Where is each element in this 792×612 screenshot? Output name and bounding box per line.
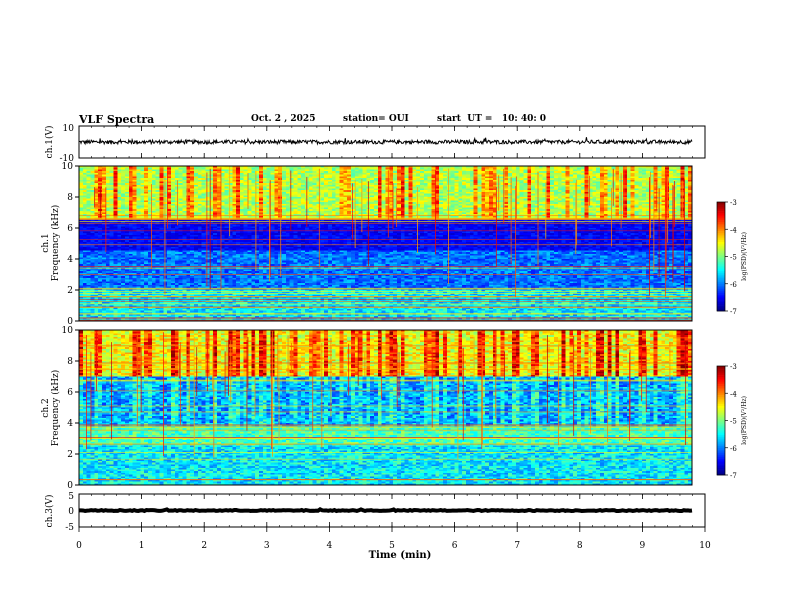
recording-date: Oct. 2 , 2025 — [251, 114, 315, 124]
ch3-ytick-top: 5 — [68, 492, 74, 502]
ch3-ytick-mid: 0 — [68, 507, 74, 517]
ch2-colorbar-tick--6: -6 — [730, 445, 737, 453]
ch2-colorbar-label: log(PSD)(V²/Hz) — [741, 396, 748, 445]
time-tick-2: 2 — [201, 541, 207, 551]
ch2-spectrogram-panel: 0 2 4 6 8 10 ch.2 Frequency (kHz) -3 -4 -5 -6 -7 l… — [41, 326, 748, 491]
time-tick-6: 6 — [452, 541, 458, 551]
start-time-label: start UT = 10: 40: 0 — [437, 114, 546, 124]
time-tick-3: 3 — [264, 541, 270, 551]
ch2-freq-ytick-2: 2 — [67, 450, 73, 460]
ch1-colorbar-tick--6: -6 — [730, 281, 737, 289]
ch2-freq-ylabel-bottom: Frequency (kHz) — [50, 370, 61, 447]
ch2-freq-ytick-10: 10 — [62, 326, 74, 336]
time-tick-8: 8 — [577, 541, 583, 551]
time-axis-label: Time (min) — [369, 550, 432, 561]
ch3-ytick-bottom: -5 — [65, 523, 74, 533]
ch1-freq-ytick-8: 8 — [67, 193, 73, 203]
ch1-freq-ylabel-top: ch.1 — [41, 233, 51, 252]
ch1-colorbar: -3 -4 -5 -6 -7 log(PSD)(V²/Hz) — [716, 199, 748, 316]
ch3-waveform-trace — [78, 507, 693, 514]
chart-title: VLF Spectra — [79, 113, 154, 126]
ch1-waveform-ylabel: ch.1(V) — [44, 126, 55, 159]
ch1-colorbar-tick--3: -3 — [730, 199, 737, 207]
time-axis: 0 1 2 3 4 5 6 7 8 9 10 — [76, 126, 711, 551]
ch1-ytick-top: 10 — [63, 124, 75, 134]
ch1-waveform-panel: 10 -10 ch.1(V) — [44, 124, 706, 164]
ch2-colorbar: -3 -4 -5 -6 -7 log(PSD)(V²/Hz) — [716, 363, 748, 480]
time-tick-1: 1 — [139, 541, 145, 551]
ch2-freq-ytick-8: 8 — [67, 357, 73, 367]
ch3-waveform-panel: 5 0 -5 ch.3(V) — [44, 492, 706, 533]
ch2-colorbar-tick--4: -4 — [730, 390, 737, 398]
ch1-colorbar-tick--5: -5 — [730, 254, 737, 262]
ch2-freq-ytick-6: 6 — [67, 388, 73, 398]
ch1-freq-ytick-0: 0 — [67, 317, 73, 327]
ch1-freq-ylabel-bottom: Frequency (kHz) — [50, 205, 61, 282]
ch2-freq-ylabel-top: ch.2 — [41, 398, 51, 417]
time-tick-9: 9 — [640, 541, 646, 551]
ch2-colorbar-tick--3: -3 — [730, 363, 737, 371]
time-tick-10: 10 — [699, 541, 711, 551]
time-tick-7: 7 — [514, 541, 520, 551]
ch1-colorbar-tick--4: -4 — [730, 226, 737, 234]
ch2-colorbar-tick--7: -7 — [730, 472, 737, 480]
ch1-colorbar-tick--7: -7 — [730, 308, 737, 316]
ch1-freq-ytick-6: 6 — [67, 224, 73, 234]
ch1-colorbar-label: log(PSD)(V²/Hz) — [741, 232, 748, 281]
ch3-waveform-ylabel: ch.3(V) — [44, 495, 55, 528]
ch2-freq-ytick-0: 0 — [67, 481, 73, 491]
ch1-spectrogram-frame — [78, 165, 693, 322]
ch1-ytick-bottom: -10 — [60, 154, 75, 164]
ch2-colorbar-tick--5: -5 — [730, 418, 737, 426]
ch2-freq-ytick-4: 4 — [67, 419, 73, 429]
ch1-freq-ytick-4: 4 — [67, 255, 73, 265]
station-label: station= OUI — [343, 114, 409, 124]
ch1-waveform-trace — [78, 136, 693, 146]
ch2-spectrogram-image — [79, 330, 693, 486]
ch1-freq-ytick-2: 2 — [67, 286, 73, 296]
ch1-spectrogram-panel: 0 2 4 6 8 10 ch.1 Frequency (kHz) -3 -4 -5 -6 -7 l… — [41, 162, 748, 327]
time-tick-0: 0 — [76, 541, 82, 551]
time-tick-4: 4 — [327, 541, 333, 551]
ch2-spectrogram-frame — [78, 329, 693, 486]
ch1-freq-ytick-10: 10 — [62, 162, 74, 172]
ch1-spectrogram-image — [79, 166, 693, 322]
time-tick-5: 5 — [389, 541, 395, 551]
